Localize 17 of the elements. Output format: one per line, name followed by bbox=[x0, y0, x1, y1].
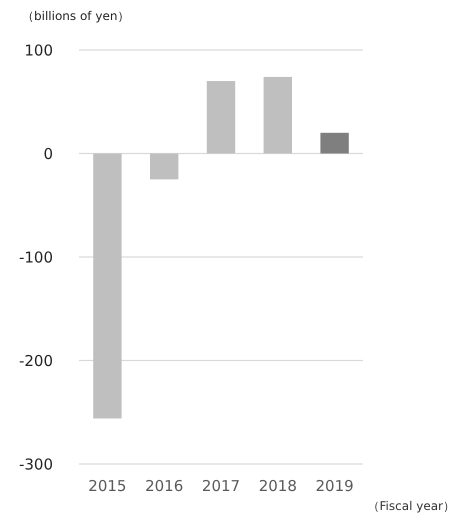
y-tick-label: -300 bbox=[18, 455, 53, 474]
x-axis-title: （Fiscal year） bbox=[368, 499, 455, 513]
y-tick-label: -200 bbox=[18, 352, 53, 370]
y-tick-label: 0 bbox=[43, 144, 53, 163]
x-tick-label: 2015 bbox=[88, 477, 126, 495]
x-tick-label: 2018 bbox=[258, 477, 297, 495]
y-tick-label: 100 bbox=[24, 41, 53, 60]
bar bbox=[264, 76, 292, 154]
bar bbox=[150, 154, 178, 180]
y-axis-title: （billions of yen） bbox=[22, 9, 130, 23]
bar bbox=[320, 132, 349, 154]
bar bbox=[206, 81, 236, 154]
x-tick-label: 2019 bbox=[316, 477, 354, 495]
x-tick-label: 2017 bbox=[202, 477, 240, 495]
x-tick-label: 2016 bbox=[145, 477, 184, 495]
bar bbox=[93, 154, 122, 418]
y-tick-label: -100 bbox=[18, 248, 53, 266]
